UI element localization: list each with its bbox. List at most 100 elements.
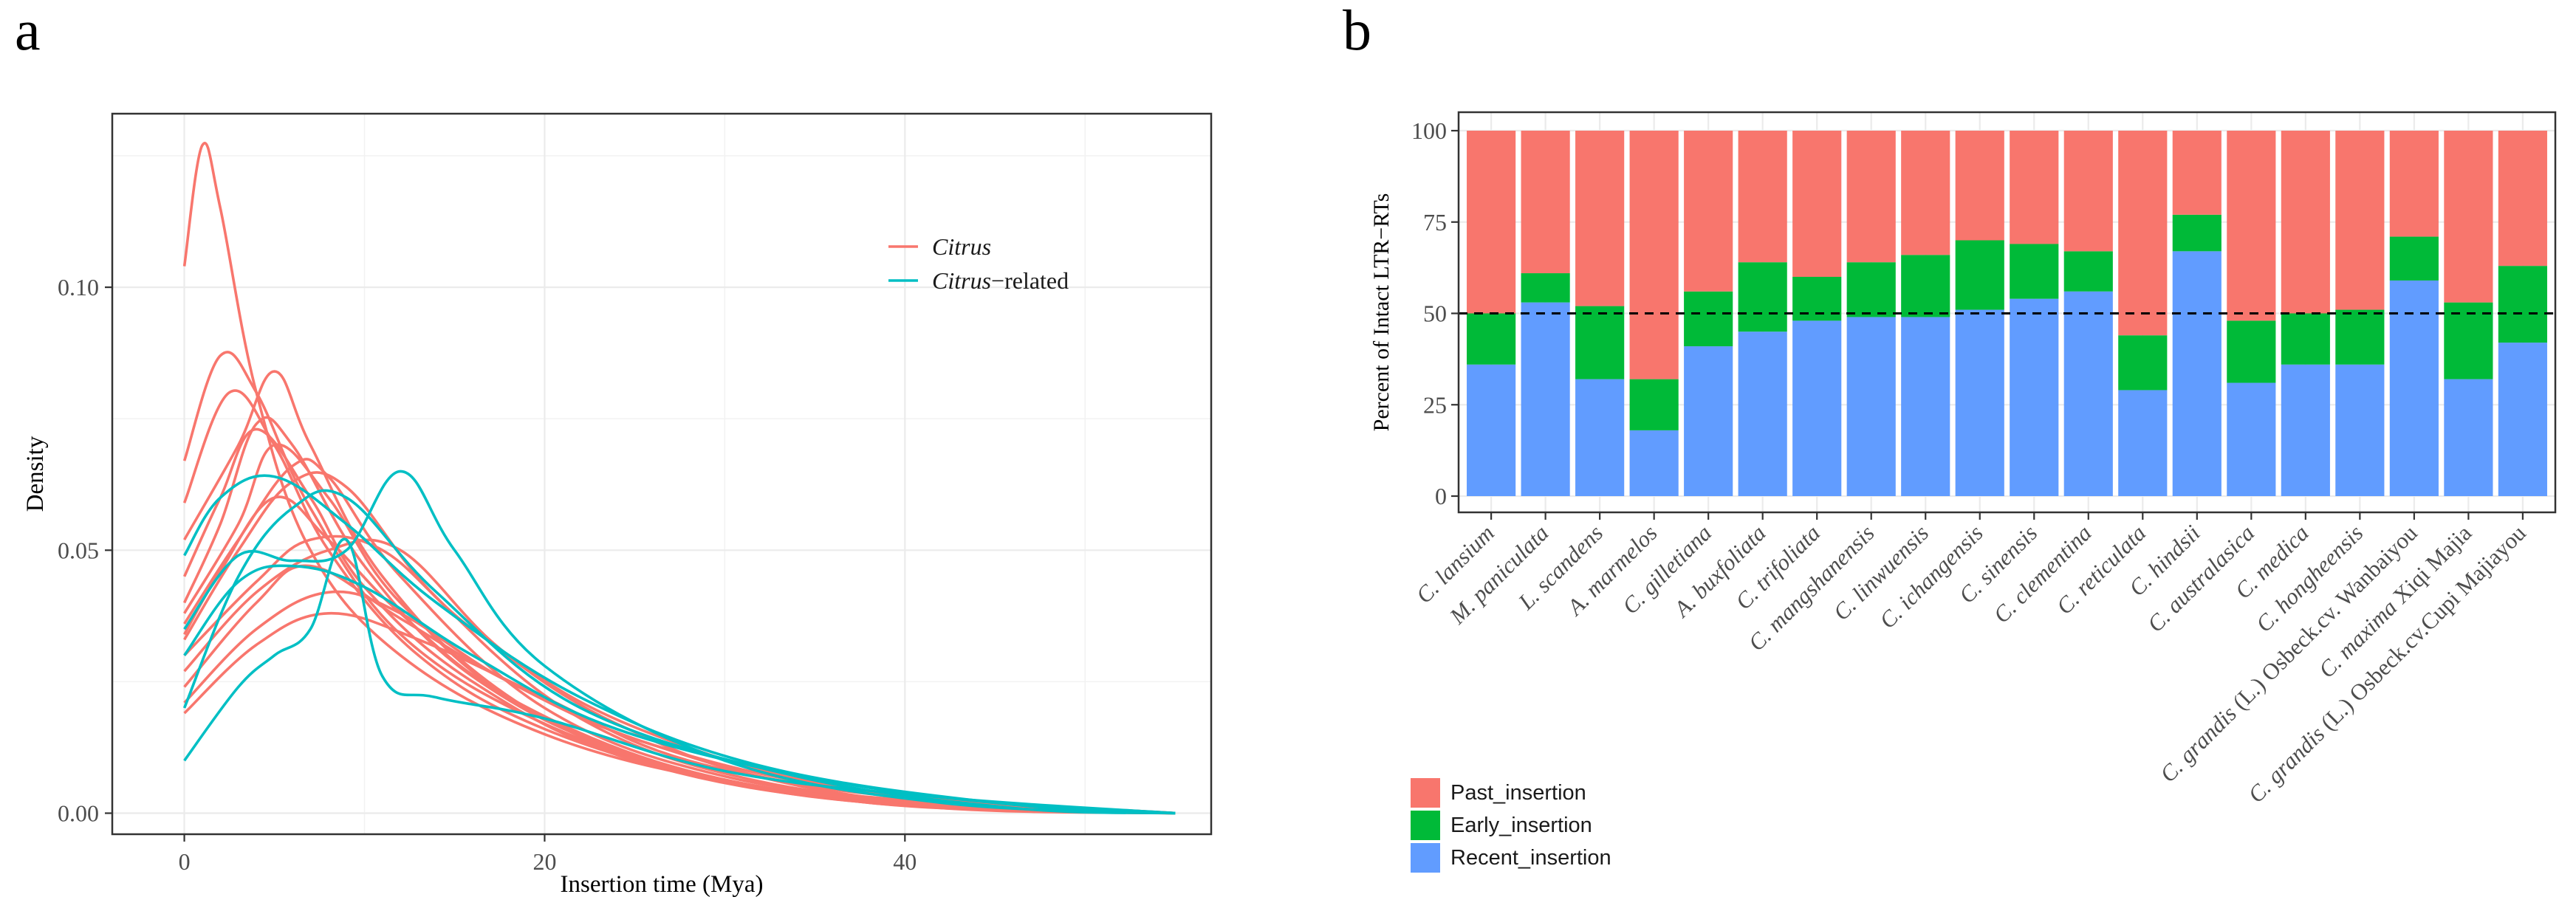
legend-swatch-early	[1411, 811, 1440, 840]
bar-past-insertion-18	[2444, 131, 2493, 303]
density-curve-citrus-14	[183, 443, 1176, 815]
bar-past-insertion-0	[1467, 131, 1516, 314]
bar-past-insertion-1	[1521, 131, 1570, 274]
y-tick-label-b-2: 50	[1423, 300, 1447, 327]
x-axis-title-a: Insertion time (Mya)	[561, 871, 764, 898]
bar-recent-insertion-8	[1901, 317, 1950, 496]
bar-early-insertion-13	[2172, 214, 2222, 252]
bar-recent-insertion-1	[1521, 302, 1570, 496]
y-axis-title-a: Density	[22, 436, 49, 512]
bar-early-insertion-12	[2118, 335, 2168, 391]
legend-a-label-0: Citrus	[932, 233, 991, 260]
bar-recent-insertion-16	[2335, 364, 2385, 496]
bar-recent-insertion-5	[1738, 331, 1787, 496]
legend-a-label-italic-0: Citrus	[932, 233, 991, 260]
legend-item-recent: Recent_insertion	[1411, 842, 1611, 874]
legend-item-early: Early_insertion	[1411, 809, 1611, 842]
bar-recent-insertion-19	[2498, 343, 2547, 496]
bar-recent-insertion-13	[2172, 251, 2222, 496]
bar-recent-insertion-6	[1792, 320, 1842, 496]
legend-swatch-recent	[1411, 843, 1440, 873]
bar-recent-insertion-15	[2281, 364, 2330, 496]
y-tick-label-a-0: 0.00	[58, 800, 99, 827]
x-tick-label-a-0: 0	[179, 848, 191, 875]
bar-early-insertion-9	[1955, 240, 2004, 310]
bar-early-insertion-8	[1901, 255, 1950, 317]
bar-early-insertion-16	[2335, 309, 2385, 365]
density-chart: 0 20 40 0.00 0.05 0.10 Insertion time (Mya) Den…	[22, 112, 1213, 898]
bar-early-insertion-0	[1467, 313, 1516, 365]
y-tick-label-b-1: 25	[1423, 391, 1447, 418]
bar-early-insertion-1	[1521, 273, 1570, 303]
plot-a-border	[111, 112, 1213, 836]
y-axis-title-b: Percent of Intact LTR−RTs	[1369, 193, 1394, 432]
density-curve-citrus-related-17	[183, 470, 1176, 815]
bar-past-insertion-3	[1629, 131, 1679, 379]
bar-past-insertion-12	[2118, 131, 2168, 336]
y-tick-label-a-2: 0.10	[58, 274, 99, 300]
bar-early-insertion-18	[2444, 302, 2493, 379]
bar-early-insertion-2	[1575, 306, 1625, 379]
bar-past-insertion-14	[2227, 131, 2276, 321]
plot-b-border	[1457, 111, 2557, 514]
bar-early-insertion-7	[1846, 262, 1896, 317]
density-curve-citrus-10	[183, 495, 1176, 815]
bar-past-insertion-10	[2010, 131, 2059, 244]
bar-recent-insertion-12	[2118, 390, 2168, 496]
bar-early-insertion-15	[2281, 313, 2330, 365]
bar-past-insertion-17	[2389, 131, 2439, 237]
bar-recent-insertion-14	[2227, 382, 2276, 496]
legend-label-past: Past_insertion	[1450, 780, 1586, 805]
bar-past-insertion-9	[1955, 131, 2004, 241]
panel-label-a: a	[15, 0, 41, 62]
panel-label-b: b	[1343, 0, 1371, 62]
bar-early-insertion-19	[2498, 266, 2547, 343]
bar-past-insertion-4	[1684, 131, 1733, 292]
y-tick-label-a-1: 0.05	[58, 537, 99, 563]
bar-past-insertion-15	[2281, 131, 2330, 314]
y-tick-label-b-3: 75	[1423, 209, 1447, 236]
bar-recent-insertion-17	[2389, 280, 2439, 496]
x-tick-label-a-2: 40	[893, 848, 917, 875]
legend-a-label-suffix-1: −related	[991, 267, 1069, 294]
density-curve-citrus-related-19	[183, 564, 1176, 815]
y-tick-label-b-0: 0	[1435, 483, 1447, 509]
bar-early-insertion-5	[1738, 262, 1787, 332]
legend-item-past: Past_insertion	[1411, 777, 1611, 809]
bar-early-insertion-3	[1629, 379, 1679, 430]
bar-recent-insertion-4	[1684, 346, 1733, 496]
x-tick-label-a-1: 20	[532, 848, 556, 875]
bar-recent-insertion-3	[1629, 430, 1679, 496]
bar-recent-insertion-10	[2010, 298, 2059, 496]
bar-recent-insertion-7	[1846, 317, 1896, 496]
bar-past-insertion-13	[2172, 131, 2222, 215]
y-tick-label-b-4: 100	[1411, 117, 1447, 144]
bar-recent-insertion-18	[2444, 379, 2493, 496]
bar-early-insertion-4	[1684, 291, 1733, 347]
bar-recent-insertion-2	[1575, 379, 1625, 496]
bar-past-insertion-5	[1738, 131, 1787, 263]
legend-label-early: Early_insertion	[1450, 813, 1592, 837]
bar-recent-insertion-9	[1955, 309, 2004, 496]
bar-legend: Past_insertion Early_insertion Recent_in…	[1411, 777, 1611, 874]
bar-past-insertion-11	[2063, 131, 2113, 252]
x-tick-label-b-italic-19: C. grandis	[2243, 721, 2329, 808]
bar-recent-insertion-11	[2063, 291, 2113, 496]
bar-early-insertion-14	[2227, 320, 2276, 383]
legend-a-label-1: Citrus−related	[932, 267, 1069, 294]
bar-past-insertion-6	[1792, 131, 1842, 277]
bar-past-insertion-2	[1575, 131, 1625, 306]
bar-early-insertion-17	[2389, 236, 2439, 281]
density-curve-citrus-related-18	[183, 537, 1176, 815]
legend-swatch-past	[1411, 778, 1440, 808]
x-tick-label-b-italic-17: C. grandis	[2155, 701, 2241, 787]
bar-past-insertion-7	[1846, 131, 1896, 263]
density-curve-citrus-related-16	[182, 489, 1176, 815]
bar-early-insertion-10	[2010, 244, 2059, 299]
bar-past-insertion-19	[2498, 131, 2547, 267]
bar-past-insertion-16	[2335, 131, 2385, 310]
bar-recent-insertion-0	[1467, 364, 1516, 496]
bar-past-insertion-8	[1901, 131, 1950, 255]
legend-a-label-italic-1: Citrus	[932, 267, 991, 294]
